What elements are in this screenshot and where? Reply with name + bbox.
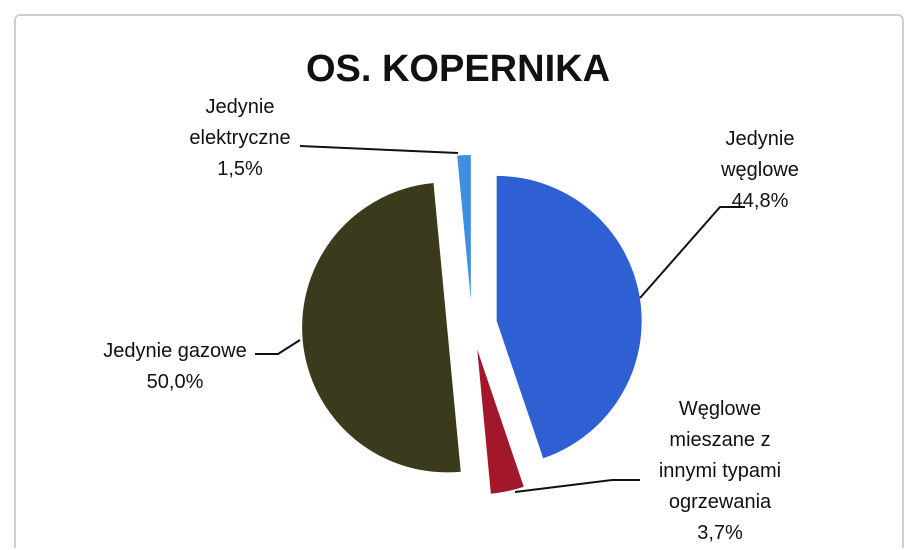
slice-label: Jedynie węglowe 44,8% [690,124,830,217]
value-label: 50,0% [146,371,204,393]
value-label: 3,7% [697,522,743,544]
value-label: 44,8% [731,190,789,212]
category-label: Jedynie gazowe [103,340,247,362]
category-label: Jedynie węglowe [721,128,799,181]
leader-line [299,145,459,154]
leader-line [639,206,745,299]
leader-line [255,339,301,355]
pie-slice [457,155,471,301]
value-label: 1,5% [217,158,263,180]
category-label: Węglowe mieszane z innymi typami ogrzewa… [658,398,782,513]
pie-slice [302,182,461,473]
leader-line [514,479,640,493]
category-label: Jedynie elektryczne [189,96,291,149]
pie-slice [496,175,642,459]
pie-slice [477,349,524,494]
slice-label: Węglowe mieszane z innymi typami ogrzewa… [640,394,800,549]
chart-title: OS. KOPERNIKA [305,48,611,90]
chart-frame [14,14,904,548]
slice-label: Jedynie gazowe 50,0% [80,336,270,398]
slice-label: Jedynie elektryczne 1,5% [165,92,315,185]
